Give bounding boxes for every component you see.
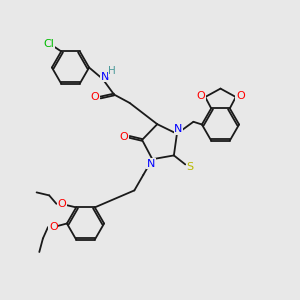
Text: H: H: [108, 66, 116, 76]
Text: O: O: [91, 92, 100, 103]
Text: O: O: [120, 132, 128, 142]
Text: N: N: [101, 71, 109, 82]
Text: Cl: Cl: [43, 39, 54, 49]
Text: O: O: [236, 92, 245, 101]
Text: N: N: [174, 124, 183, 134]
Text: O: O: [196, 92, 205, 101]
Text: N: N: [147, 159, 155, 169]
Text: O: O: [49, 222, 58, 232]
Text: S: S: [187, 162, 194, 172]
Text: O: O: [57, 199, 66, 209]
